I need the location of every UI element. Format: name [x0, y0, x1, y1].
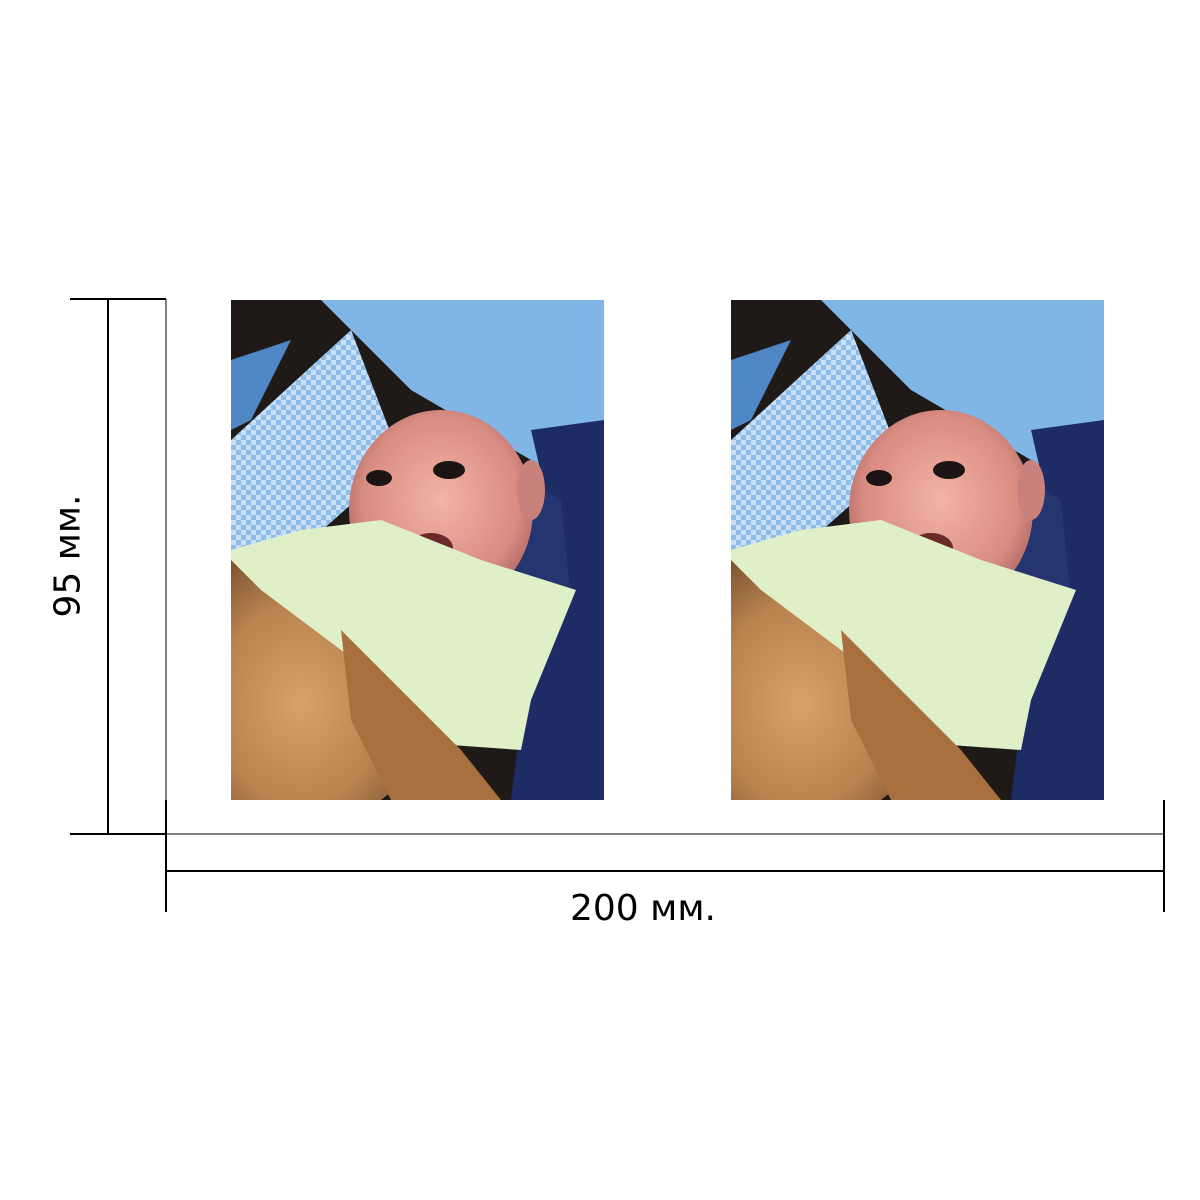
height-dimension-label: 95 мм.: [47, 494, 89, 618]
baby-photo-left: [231, 300, 604, 800]
baby-photo-right: [731, 300, 1104, 800]
width-dimension-label: 200 мм.: [570, 888, 716, 929]
